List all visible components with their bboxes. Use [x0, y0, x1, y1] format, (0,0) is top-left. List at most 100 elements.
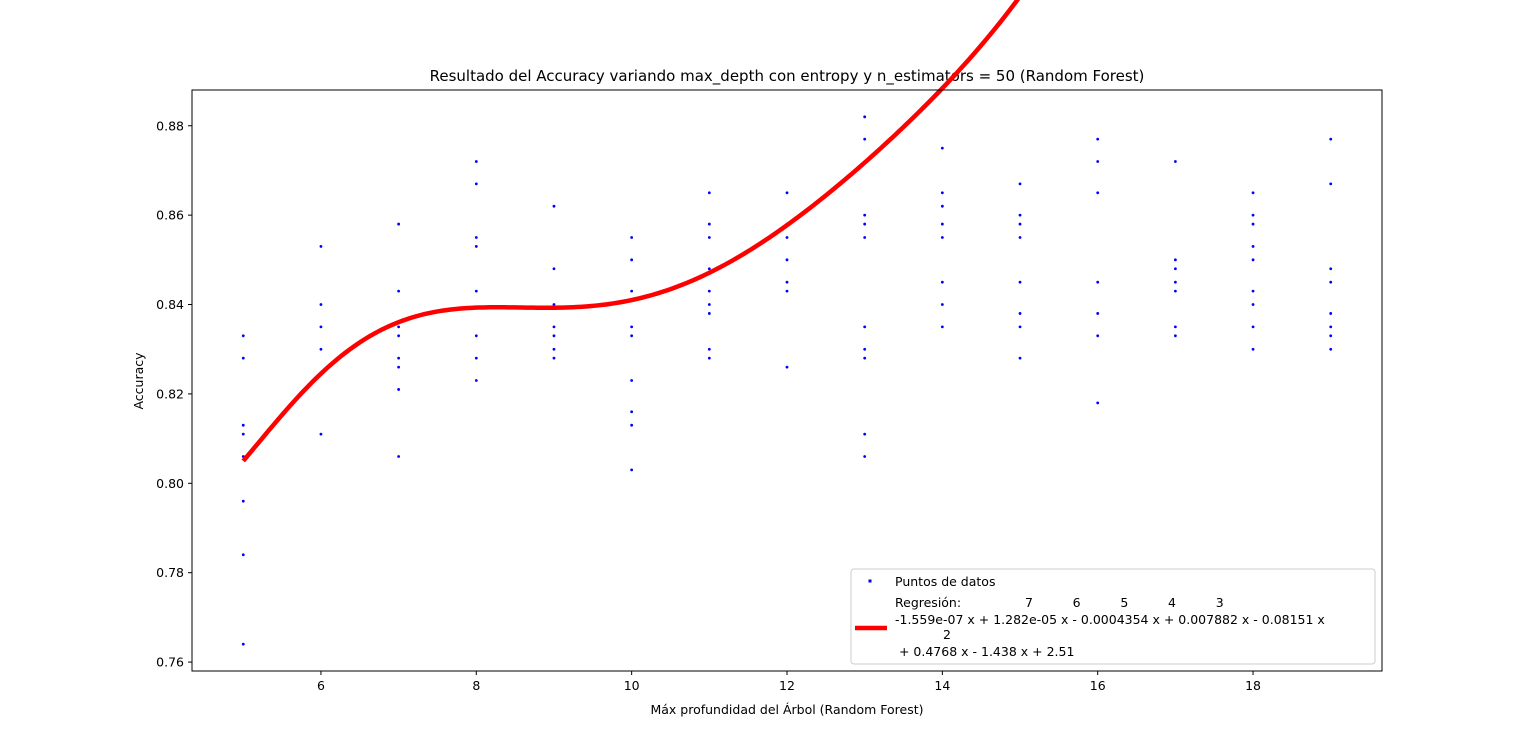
x-axis-label: Máx profundidad del Árbol (Random Forest…: [650, 702, 923, 717]
data-point: [940, 146, 944, 150]
data-point: [1251, 213, 1255, 217]
data-point: [1251, 303, 1255, 306]
data-point: [1329, 182, 1333, 186]
data-point: [1173, 280, 1177, 284]
data-point: [1173, 334, 1177, 338]
y-tick-label: 0.86: [156, 208, 184, 223]
y-tick-label: 0.76: [156, 655, 184, 670]
legend-equation-tail: + 0.4768 x - 1.438 x + 2.51: [895, 644, 1074, 659]
data-point: [1329, 347, 1333, 351]
data-point: [630, 423, 634, 427]
data-point: [397, 289, 401, 293]
data-point: [863, 222, 867, 226]
data-point: [1251, 347, 1255, 351]
y-axis-label: Accuracy: [131, 352, 146, 410]
data-point: [1018, 280, 1022, 284]
data-point: [397, 325, 401, 329]
data-point: [785, 258, 789, 262]
data-point: [1018, 312, 1022, 315]
legend: Puntos de datos Regresión: 7 6 5 4 3 -1.…: [850, 568, 1376, 665]
data-point: [397, 222, 401, 226]
y-tick-label: 0.78: [156, 565, 184, 580]
data-point: [552, 303, 556, 306]
legend-exponent-2: 2: [943, 627, 951, 642]
legend-equation-main: -1.559e-07 x + 1.282e-05 x - 0.0004354 x…: [895, 612, 1325, 627]
data-point: [1018, 356, 1022, 360]
data-point: [863, 137, 867, 141]
chart-title: Resultado del Accuracy variando max_dept…: [430, 67, 1145, 86]
x-tick-label: 14: [934, 678, 950, 693]
data-point: [630, 334, 634, 338]
data-point: [241, 499, 245, 503]
data-point: [241, 334, 245, 338]
data-point: [707, 222, 711, 226]
data-point: [319, 303, 323, 306]
data-point: [552, 325, 556, 329]
y-tick-label: 0.80: [156, 476, 184, 491]
data-point: [397, 365, 401, 369]
data-point: [1173, 325, 1177, 329]
legend-label-regression: Regresión:: [895, 595, 961, 610]
data-point: [319, 325, 323, 329]
regression-line: [241, 0, 1021, 463]
data-point: [863, 432, 867, 436]
plot-area: 0.76 0.78 0.80 0.82 0.84 0.86 0.88 6 8 10 12 14 16 1…: [156, 0, 1383, 693]
data-point: [474, 356, 478, 360]
data-point: [552, 204, 556, 208]
data-point: [707, 267, 711, 271]
data-point: [1096, 280, 1100, 284]
data-point: [1018, 213, 1022, 217]
data-point: [552, 347, 556, 351]
legend-label-points: Puntos de datos: [895, 574, 995, 589]
legend-exponents: 7 6 5 4 3: [1025, 595, 1224, 610]
data-point: [552, 334, 556, 338]
data-point: [1173, 267, 1177, 271]
data-point: [397, 455, 401, 458]
axes-frame: [191, 89, 1383, 672]
data-point: [1329, 312, 1333, 315]
data-point: [1173, 258, 1177, 262]
data-point: [552, 356, 556, 360]
data-point: [863, 236, 867, 239]
data-point: [630, 468, 634, 472]
y-tick-label: 0.84: [156, 297, 184, 312]
y-tick-label: 0.82: [156, 386, 184, 401]
data-point: [785, 365, 789, 369]
data-point: [707, 347, 711, 351]
data-point: [707, 236, 711, 239]
data-point: [863, 325, 867, 329]
y-axis: 0.76 0.78 0.80 0.82 0.84 0.86 0.88: [156, 118, 192, 670]
data-point: [1096, 160, 1100, 163]
data-point: [940, 236, 944, 239]
data-point: [1251, 222, 1255, 226]
data-point: [474, 334, 478, 338]
data-point: [1018, 222, 1022, 226]
data-point: [940, 303, 944, 306]
data-point: [863, 115, 867, 119]
x-tick-label: 12: [779, 678, 795, 693]
data-point: [1096, 191, 1100, 195]
data-point: [1329, 267, 1333, 271]
data-point: [474, 160, 478, 163]
data-point: [630, 289, 634, 293]
data-point: [630, 410, 634, 414]
data-point: [785, 280, 789, 284]
data-point: [474, 182, 478, 186]
data-point: [1329, 334, 1333, 338]
data-point: [863, 455, 867, 458]
data-point: [1251, 191, 1255, 195]
data-point: [241, 356, 245, 360]
data-point: [1096, 137, 1100, 141]
data-point: [630, 325, 634, 329]
y-tick-label: 0.88: [156, 118, 184, 133]
data-point: [474, 289, 478, 293]
data-point: [1251, 289, 1255, 293]
data-point: [1096, 334, 1100, 338]
data-point: [1018, 182, 1022, 186]
data-point: [397, 334, 401, 338]
data-point: [1096, 401, 1100, 405]
data-point: [1173, 160, 1177, 163]
data-point: [940, 280, 944, 284]
data-point: [707, 356, 711, 360]
